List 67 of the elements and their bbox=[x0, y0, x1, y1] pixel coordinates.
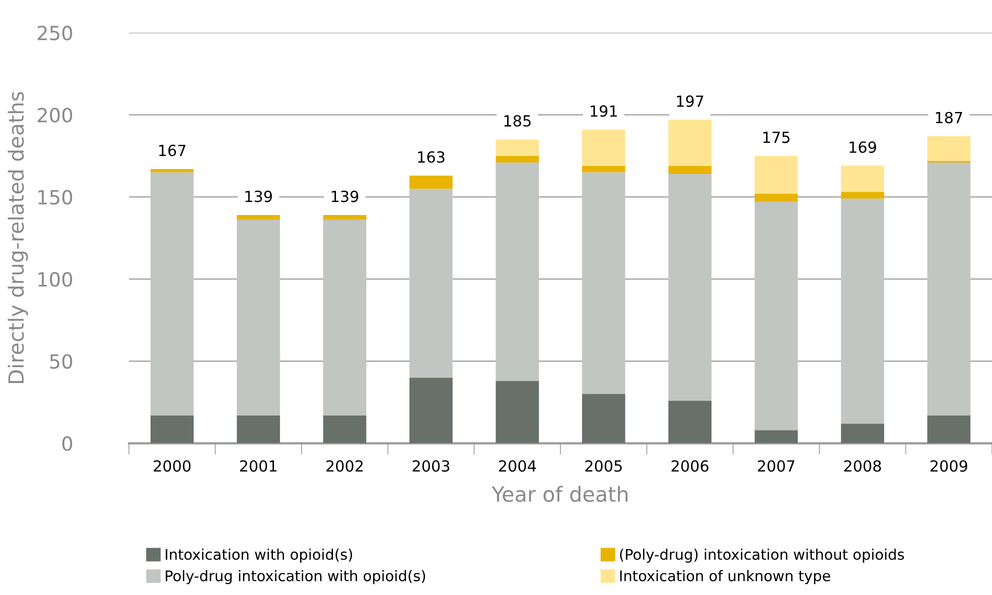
bar bbox=[496, 162, 539, 381]
x-tick-label: 2009 bbox=[930, 460, 968, 472]
total-label: 167 bbox=[159, 144, 186, 156]
total-label: 187 bbox=[936, 112, 962, 124]
bar bbox=[927, 415, 970, 444]
bar bbox=[582, 166, 626, 172]
bar bbox=[582, 172, 626, 394]
x-tick-label: 2000 bbox=[154, 460, 191, 472]
y-tick-label: 250 bbox=[38, 26, 72, 40]
bar bbox=[323, 220, 366, 416]
total-label: 139 bbox=[246, 190, 272, 202]
bar bbox=[668, 120, 712, 166]
bar bbox=[582, 394, 626, 444]
bar bbox=[927, 162, 970, 416]
bar bbox=[323, 215, 366, 220]
bar bbox=[150, 172, 194, 416]
x-tick-label: 2004 bbox=[499, 460, 536, 472]
total-label: 185 bbox=[504, 115, 531, 127]
bar bbox=[236, 220, 280, 416]
x-tick-label: 2007 bbox=[758, 460, 794, 472]
bar bbox=[150, 169, 194, 172]
bar bbox=[840, 198, 884, 424]
y-tick-label: 150 bbox=[38, 190, 72, 205]
legend-label: Poly-drug intoxication with opioid(s) bbox=[166, 570, 426, 584]
bar bbox=[754, 430, 798, 444]
bar bbox=[668, 174, 712, 401]
y-axis-title: Directly drug-related deaths bbox=[8, 92, 28, 384]
legend-label: Intoxication of unknown type bbox=[620, 570, 830, 584]
y-tick-label: 50 bbox=[50, 354, 72, 369]
y-tick-label: 0 bbox=[62, 436, 72, 451]
total-label: 139 bbox=[332, 190, 358, 202]
y-tick-label: 100 bbox=[38, 272, 72, 287]
x-tick-label: 2006 bbox=[672, 460, 708, 472]
bar bbox=[754, 202, 798, 430]
x-axis-title: Year of death bbox=[492, 486, 628, 502]
total-label: 163 bbox=[418, 151, 444, 163]
legend-label: (Poly-drug) intoxication without opioids bbox=[620, 548, 904, 563]
bar bbox=[409, 188, 453, 378]
x-tick-label: 2002 bbox=[326, 460, 363, 472]
x-tick-label: 2001 bbox=[240, 460, 276, 472]
bar bbox=[754, 194, 798, 202]
total-label: 197 bbox=[677, 95, 704, 107]
y-tick-label: 200 bbox=[38, 108, 72, 122]
bar bbox=[668, 166, 712, 174]
legend-label: Intoxication with opioid(s) bbox=[166, 548, 352, 563]
bar bbox=[840, 166, 884, 192]
bar bbox=[236, 415, 280, 444]
bar bbox=[150, 415, 194, 444]
x-tick-label: 2005 bbox=[585, 460, 622, 472]
bar bbox=[409, 378, 453, 444]
bar bbox=[236, 215, 280, 220]
bar bbox=[582, 130, 626, 166]
bar bbox=[323, 415, 366, 444]
total-label: 191 bbox=[590, 105, 617, 117]
bar bbox=[496, 156, 539, 162]
x-tick-label: 2003 bbox=[412, 460, 450, 472]
bar bbox=[927, 136, 970, 161]
bar bbox=[754, 156, 798, 194]
x-tick-label: 2008 bbox=[844, 460, 881, 472]
bar bbox=[496, 139, 539, 156]
bar bbox=[840, 424, 884, 444]
bar bbox=[668, 400, 712, 444]
total-label: 175 bbox=[763, 132, 790, 144]
bar bbox=[840, 192, 884, 199]
bar bbox=[409, 176, 453, 189]
bar bbox=[496, 380, 539, 444]
total-label: 169 bbox=[850, 141, 876, 153]
